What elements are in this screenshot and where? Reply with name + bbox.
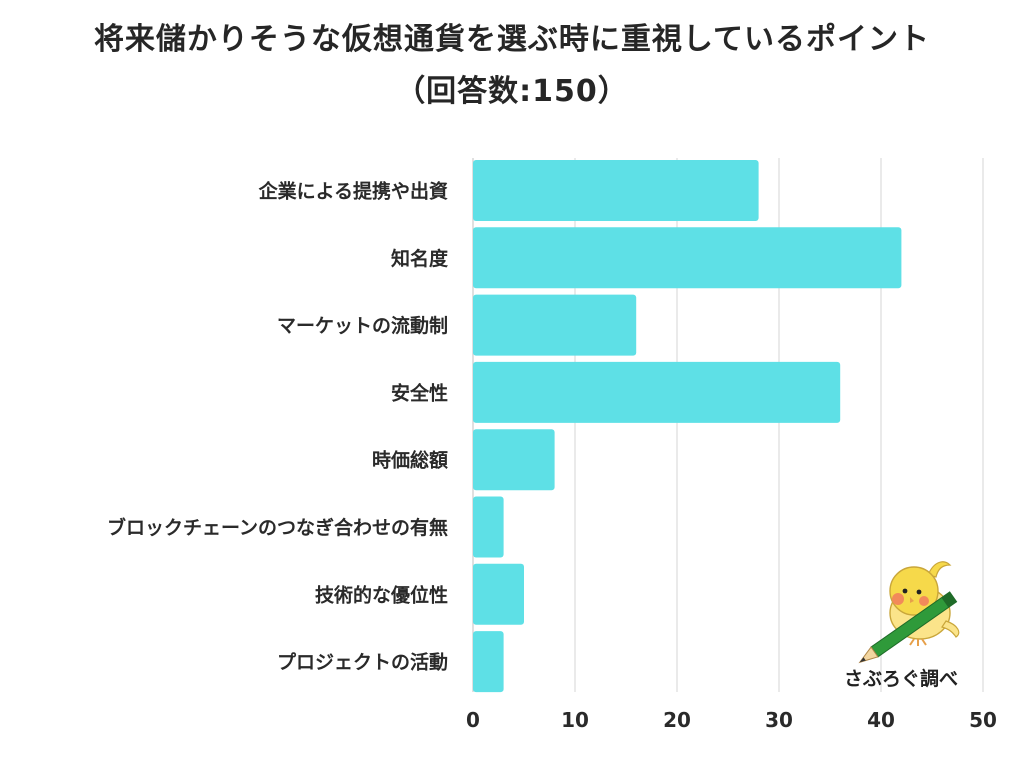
x-tick-label: 0 xyxy=(466,708,480,732)
category-label: ブロックチェーンのつなぎ合わせの有無 xyxy=(107,516,448,539)
bar xyxy=(473,361,841,423)
bird-mascot-icon xyxy=(858,561,960,664)
category-label: 企業による提携や出資 xyxy=(258,180,448,203)
x-tick-label: 20 xyxy=(663,708,691,732)
bar xyxy=(473,563,524,625)
category-label: 知名度 xyxy=(391,247,449,270)
x-tick-label: 50 xyxy=(969,708,997,732)
bar xyxy=(473,631,504,693)
bar xyxy=(473,160,759,221)
chart-title: 将来儲かりそうな仮想通貨を選ぶ時に重視しているポイント xyxy=(93,22,931,57)
x-tick-label: 10 xyxy=(561,708,589,732)
category-label: 安全性 xyxy=(391,381,448,404)
bar xyxy=(473,294,637,356)
x-tick-label: 30 xyxy=(765,708,793,732)
category-label: 技術的な優位性 xyxy=(315,583,448,606)
category-labels: 企業による提携や出資知名度マーケットの流動制安全性時価総額ブロックチェーンのつな… xyxy=(107,180,449,674)
category-label: マーケットの流動制 xyxy=(277,314,448,337)
bar xyxy=(473,227,902,289)
bar xyxy=(473,429,555,491)
source-credit: さぶろぐ調べ xyxy=(844,668,959,690)
category-label: 時価総額 xyxy=(372,449,448,472)
bars xyxy=(473,160,902,693)
x-axis-ticks: 0 10 20 30 40 50 xyxy=(466,708,997,732)
chart-subtitle: （回答数:150） xyxy=(395,74,629,109)
bar xyxy=(473,496,504,558)
category-label: プロジェクトの活動 xyxy=(277,651,448,674)
x-tick-label: 40 xyxy=(867,708,895,732)
